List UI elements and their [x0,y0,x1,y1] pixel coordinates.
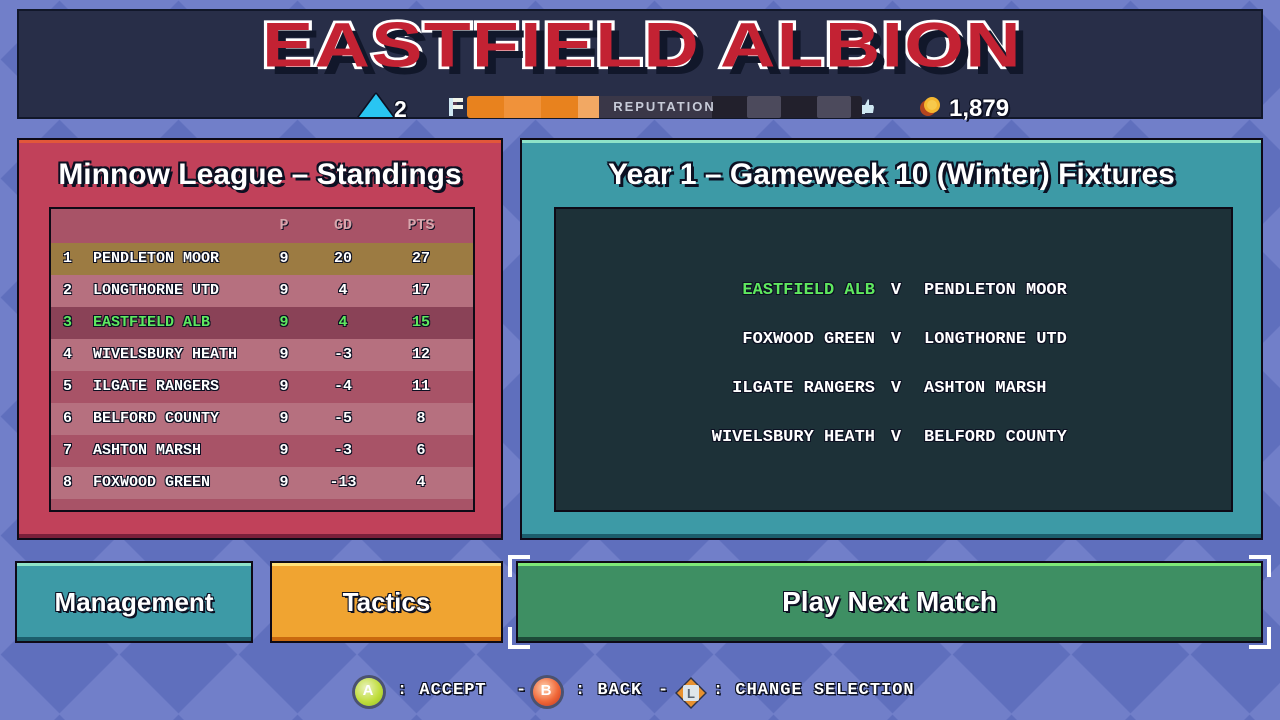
svg-text:L: L [687,686,695,701]
